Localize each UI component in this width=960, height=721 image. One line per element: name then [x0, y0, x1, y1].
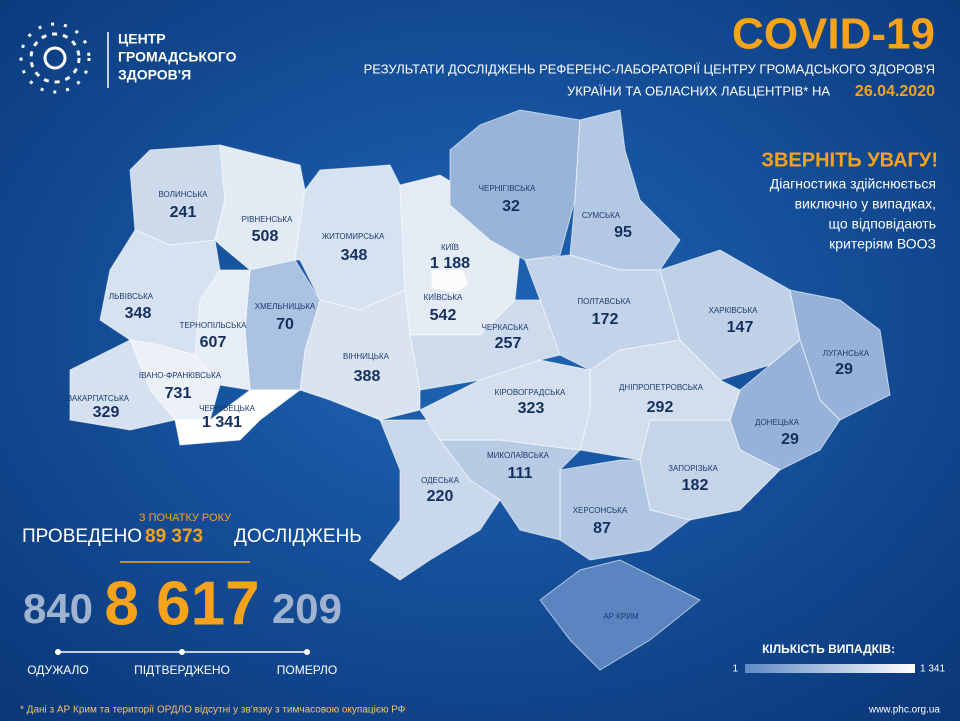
region-name: ЗАПОРІЗЬКА [668, 464, 718, 473]
region-name: ЛЬВІВСЬКА [109, 292, 154, 301]
region-value: 329 [93, 404, 120, 421]
region-name: ЛУГАНСЬКА [823, 349, 870, 358]
region-name: ХМЕЛЬНИЦЬКА [255, 302, 316, 311]
timeline-dot [179, 649, 185, 655]
region-value: 70 [276, 316, 294, 333]
region-value: 542 [430, 307, 457, 324]
logo-icon [19, 22, 91, 94]
legend-max: 1 341 [920, 664, 945, 675]
region-name: ПОЛТАВСЬКА [577, 297, 631, 306]
region-value: 348 [125, 305, 152, 322]
timeline-dot [55, 649, 61, 655]
logo-text: ЗДОРОВ'Я [118, 67, 191, 83]
region-name: ОДЕСЬКА [421, 476, 459, 485]
region-value: 1 341 [202, 414, 242, 431]
region-name: ХЕРСОНСЬКА [573, 506, 628, 515]
notice: Діагностика здійснюється виключно у випад… [770, 176, 936, 252]
region [539, 559, 701, 671]
stats-recovered: 840 [23, 585, 93, 632]
region-name: ЧЕРНІГІВСЬКА [479, 184, 536, 193]
region [431, 269, 469, 293]
region-name: ТЕРНОПІЛЬСЬКА [180, 321, 248, 330]
region-name: КІРОВОГРАДСЬКА [495, 388, 566, 397]
region-value: 1 188 [430, 255, 470, 272]
region-name: ХАРКІВСЬКА [709, 306, 759, 315]
notice-line: критеріям ВООЗ [829, 236, 936, 252]
stats-label: ПОМЕРЛО [277, 663, 338, 677]
region-value: 95 [614, 224, 632, 241]
region [214, 144, 306, 271]
region-value: 241 [170, 204, 197, 221]
notice-title: ЗВЕРНІТЬ УВАГУ! [761, 149, 938, 171]
date: 26.04.2020 [855, 83, 935, 100]
timeline-dot [304, 649, 310, 655]
stats-deaths: 209 [272, 585, 342, 632]
footnote: * Дані з АР Крим та території ОРДЛО відс… [20, 705, 406, 716]
region [569, 109, 681, 271]
url: www.phc.org.ua [868, 705, 941, 716]
region [449, 109, 581, 261]
stats-confirmed: 8 617 [104, 569, 259, 638]
stats-tests: 89 373 [145, 526, 203, 547]
region-name: АР КРИМ [603, 612, 639, 621]
region [409, 299, 561, 391]
stats-tests-prefix: ПРОВЕДЕНО [22, 526, 142, 547]
region-name: ЧЕРНІВЕЦЬКА [199, 404, 256, 413]
stats-since: З ПОЧАТКУ РОКУ [139, 512, 232, 524]
legend-scale [745, 664, 915, 673]
region-name: СУМСЬКА [582, 211, 621, 220]
subtitle: УКРАЇНИ ТА ОБЛАСНИХ ЛАБЦЕНТРІВ* НА [567, 83, 830, 98]
region-value: 348 [341, 247, 368, 264]
subtitle: РЕЗУЛЬТАТИ ДОСЛІДЖЕНЬ РЕФЕРЕНС-ЛАБОРАТОР… [364, 61, 935, 76]
region [559, 459, 692, 561]
region-value: 292 [647, 399, 674, 416]
stats-tests-suffix: ДОСЛІДЖЕНЬ [234, 526, 362, 547]
stats-label: ОДУЖАЛО [27, 663, 89, 677]
legend-min: 1 [732, 664, 738, 675]
region-value: 29 [781, 431, 799, 448]
region-name: ЗАКАРПАТСЬКА [67, 394, 130, 403]
region-value: 508 [252, 228, 279, 245]
region-name: ВОЛИНСЬКА [158, 190, 208, 199]
stats-label: ПІДТВЕРДЖЕНО [134, 663, 230, 677]
region-name: МИКОЛАЇВСЬКА [487, 451, 550, 460]
logo-text: ЦЕНТР [118, 31, 166, 47]
region-value: 87 [593, 520, 611, 537]
region-name: ЖИТОМИРСЬКА [322, 232, 385, 241]
region-name: ДНІПРОПЕТРОВСЬКА [619, 383, 704, 392]
title: COVID-19 [732, 10, 935, 59]
region-value: 257 [495, 335, 522, 352]
region-name: ЧЕРКАСЬКА [482, 323, 530, 332]
region-name: КИЇВ [441, 243, 459, 252]
notice-line: Діагностика здійснюється [770, 176, 936, 192]
map: ВОЛИНСЬКА 241 РІВНЕНСЬКА 508 ЖИТОМИРСЬКА 348 К… [67, 109, 891, 671]
region [174, 389, 302, 446]
region-value: 172 [592, 311, 619, 328]
region-value: 220 [427, 488, 454, 505]
region-value: 111 [508, 465, 533, 482]
region-value: 147 [727, 319, 754, 336]
region-value: 731 [165, 385, 192, 402]
region-value: 32 [502, 198, 520, 215]
notice-line: виключно у випадках, [795, 196, 936, 212]
region-name: КИЇВСЬКА [424, 293, 463, 302]
region-value: 182 [682, 477, 709, 494]
region-value: 29 [835, 361, 853, 378]
region-name: ВІННИЦЬКА [343, 352, 390, 361]
region-value: 607 [200, 334, 227, 351]
region-name: ДОНЕЦЬКА [755, 418, 800, 427]
region-name: РІВНЕНСЬКА [242, 215, 293, 224]
legend-title: КІЛЬКІСТЬ ВИПАДКІВ: [762, 642, 895, 656]
region-value: 388 [354, 368, 381, 385]
region-value: 323 [518, 400, 545, 417]
logo-text: ГРОМАДСЬКОГО [118, 49, 237, 65]
region-name: ІВАНО-ФРАНКІВСЬКА [139, 371, 222, 380]
notice-line: що відповідають [828, 216, 936, 232]
